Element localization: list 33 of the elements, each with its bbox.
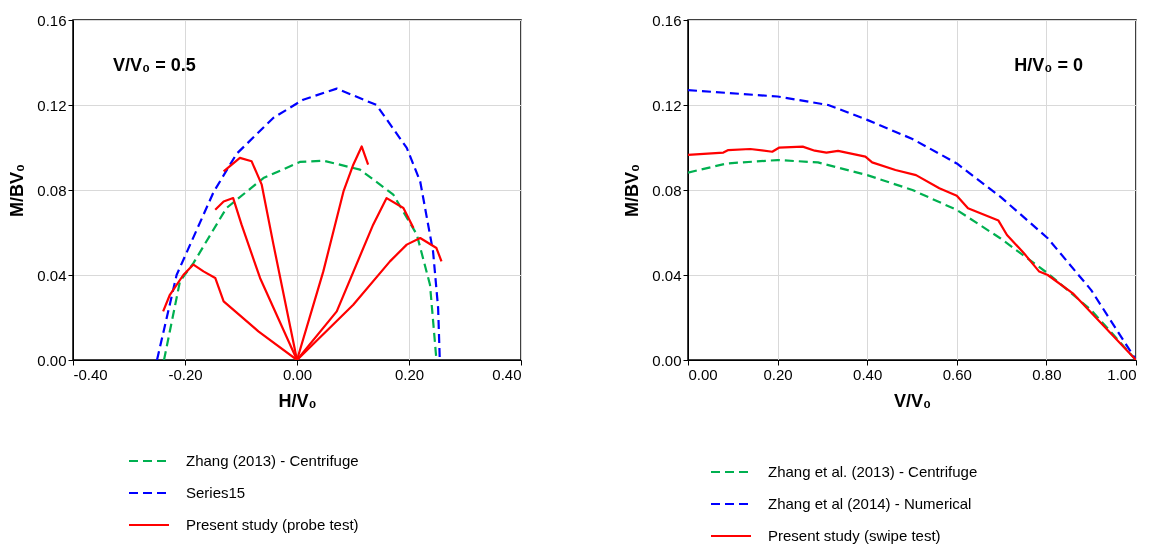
legend-label: Present study (probe test) [186, 516, 359, 533]
legend-label: Present study (swipe test) [768, 527, 941, 544]
x-tick-label: 0.20 [763, 365, 793, 383]
y-tick-label: 0.08 [37, 181, 67, 199]
y-tick-label: 0.16 [652, 11, 682, 29]
x-tick-label: 0.40 [853, 365, 883, 383]
x-tick-label: 0.00 [282, 365, 313, 383]
x-tick-label: -0.40 [73, 365, 108, 383]
legend-label: Zhang (2013) - Centrifuge [186, 452, 359, 469]
x-tick-label: -0.20 [168, 365, 203, 383]
x-tick-label: 0.60 [942, 365, 972, 383]
x-tick-label: 0.80 [1032, 365, 1062, 383]
y-tick-label: 0.16 [37, 11, 67, 29]
y-axis-title: M/BV₀ [622, 163, 643, 218]
y-tick-label: 0.00 [37, 351, 67, 369]
y-tick-label: 0.12 [652, 96, 682, 114]
y-tick-label: 0.04 [652, 266, 682, 284]
x-axis-title: V/V₀ [893, 390, 932, 411]
x-axis-title: H/V₀ [278, 390, 317, 411]
annotation: H/V₀ = 0 [1014, 55, 1083, 75]
y-axis-title: M/BV₀ [7, 163, 28, 218]
y-tick-label: 0.04 [37, 266, 67, 284]
y-tick-label: 0.12 [37, 96, 67, 114]
legend-label: Zhang et al (2014) - Numerical [768, 495, 972, 512]
legend-label: Zhang et al. (2013) - Centrifuge [768, 463, 978, 480]
legend-label: Series15 [186, 484, 246, 501]
y-tick-label: 0.08 [652, 181, 682, 199]
x-tick-label: 0.00 [688, 365, 718, 383]
x-tick-label: 0.40 [492, 365, 522, 383]
x-tick-label: 1.00 [1107, 365, 1137, 383]
y-tick-label: 0.00 [652, 351, 682, 369]
annotation: V/V₀ = 0.5 [113, 55, 196, 75]
x-tick-label: 0.20 [394, 365, 425, 383]
